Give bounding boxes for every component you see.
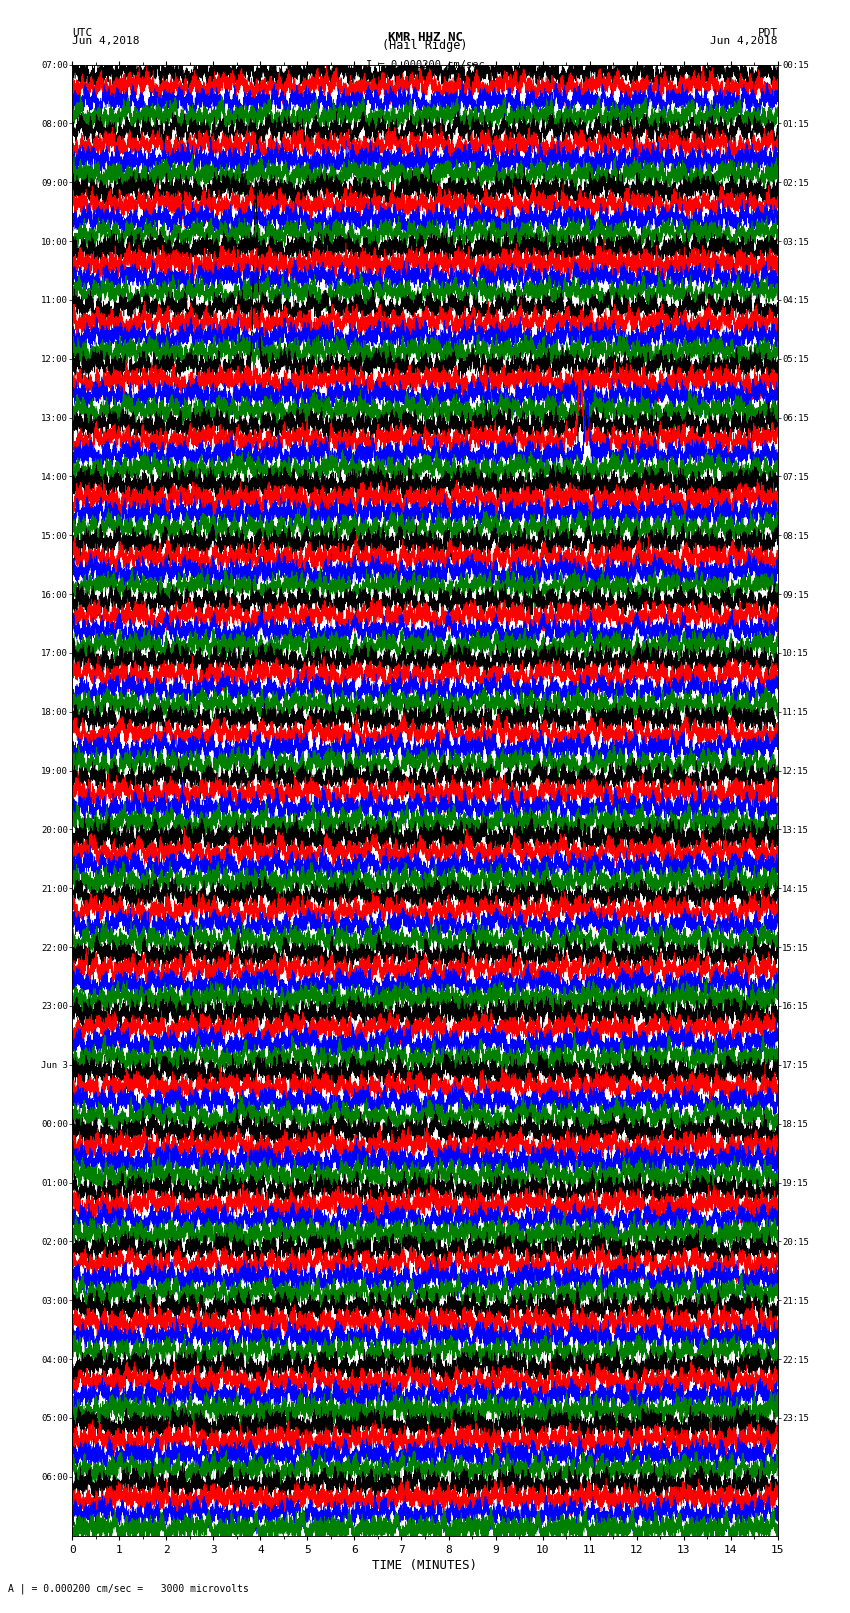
Text: KMR HHZ NC: KMR HHZ NC bbox=[388, 31, 462, 44]
Text: PDT: PDT bbox=[757, 27, 778, 37]
Text: A | = 0.000200 cm/sec =   3000 microvolts: A | = 0.000200 cm/sec = 3000 microvolts bbox=[8, 1582, 249, 1594]
Text: UTC: UTC bbox=[72, 27, 93, 37]
X-axis label: TIME (MINUTES): TIME (MINUTES) bbox=[372, 1558, 478, 1571]
Text: (Hail Ridge): (Hail Ridge) bbox=[382, 39, 468, 52]
Text: Jun 4,2018: Jun 4,2018 bbox=[72, 35, 139, 45]
Text: Jun 4,2018: Jun 4,2018 bbox=[711, 35, 778, 45]
Text: I = 0.000200 cm/sec: I = 0.000200 cm/sec bbox=[366, 60, 484, 69]
